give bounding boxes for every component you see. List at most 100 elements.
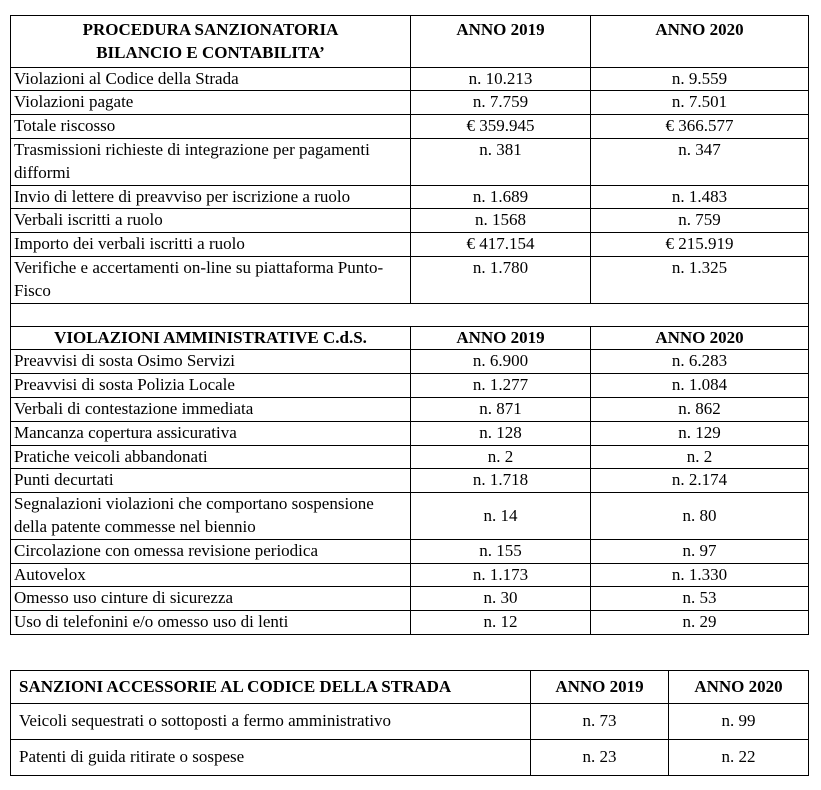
cell-value: n. 23	[530, 739, 669, 776]
cell-value: n. 2	[590, 444, 809, 470]
data-row: Punti decurtati n. 1.718 n. 2.174	[10, 468, 809, 494]
row-label: Violazioni pagate	[10, 90, 411, 116]
data-row: Verifiche e accertamenti on-line su piat…	[10, 255, 809, 304]
data-row: Uso di telefonini e/o omesso uso di lent…	[10, 610, 809, 635]
cell-value: n. 1.689	[410, 184, 591, 210]
cell-value: ANNO 2020	[590, 325, 809, 351]
cell-value: n. 53	[590, 586, 809, 612]
cell-value: n. 29	[590, 610, 809, 635]
row-label: Autovelox	[10, 562, 411, 588]
cell-value: n. 6.900	[410, 349, 591, 375]
cell-value: ANNO 2019	[530, 670, 669, 704]
cell-value: n. 73	[530, 703, 669, 740]
cell-value: n. 1.325	[590, 255, 809, 304]
data-row: Patenti di guida ritirate o sospese n. 23…	[10, 739, 809, 776]
header-row: PROCEDURA SANZIONATORIA BILANCIO E CONTA…	[10, 15, 809, 68]
cell-value: n. 1568	[410, 208, 591, 234]
spacer-row	[10, 302, 809, 327]
cell-value: n. 155	[410, 538, 591, 564]
cell-value: n. 14	[410, 492, 591, 540]
cell-value: n. 2	[410, 444, 591, 470]
cell-value: n. 97	[590, 538, 809, 564]
data-row: Preavvisi di sosta Polizia Locale n. 1.27…	[10, 373, 809, 398]
cell-value: n. 1.330	[590, 562, 809, 588]
cell-value: n. 22	[668, 739, 809, 776]
cell-value: € 215.919	[590, 232, 809, 257]
row-label: Preavvisi di sosta Osimo Servizi	[10, 349, 411, 375]
cell-value: ANNO 2019	[410, 325, 591, 351]
cell-value: ANNO 2019	[410, 15, 591, 68]
cell-value: n. 2.174	[590, 468, 809, 494]
data-row: Autovelox n. 1.173 n. 1.330	[10, 562, 809, 588]
spacer-cell	[10, 302, 809, 327]
cell-value: ANNO 2020	[668, 670, 809, 704]
data-row: Mancanza copertura assicurativa n. 128 n. …	[10, 420, 809, 446]
cell-value: € 366.577	[590, 114, 809, 139]
cell-value: n. 862	[590, 396, 809, 422]
row-label: Segnalazioni violazioni che comportano s…	[10, 492, 411, 540]
row-label: Uso di telefonini e/o omesso uso di lent…	[10, 610, 411, 635]
data-row: Totale riscosso € 359.945 € 366.577	[10, 114, 809, 139]
row-label: Verifiche e accertamenti on-line su piat…	[10, 255, 411, 304]
row-label: Preavvisi di sosta Polizia Locale	[10, 373, 411, 398]
row-label: Trasmissioni richieste di integrazione p…	[10, 137, 411, 186]
row-label: Importo dei verbali iscritti a ruolo	[10, 232, 411, 257]
data-row: Violazioni pagate n. 7.759 n. 7.501	[10, 90, 809, 116]
header-row: SANZIONI ACCESSORIE AL CODICE DELLA STRA…	[10, 670, 809, 704]
row-label: Verbali di contestazione immediata	[10, 396, 411, 422]
cell-value: n. 129	[590, 420, 809, 446]
cell-value: n. 99	[668, 703, 809, 740]
row-label: VIOLAZIONI AMMINISTRATIVE C.d.S.	[10, 325, 411, 351]
row-label: Omesso uso cinture di sicurezza	[10, 586, 411, 612]
data-row: Segnalazioni violazioni che comportano s…	[10, 492, 809, 540]
cell-value: n. 7.501	[590, 90, 809, 116]
row-label: Patenti di guida ritirate o sospese	[10, 739, 531, 776]
cell-value: n. 1.483	[590, 184, 809, 210]
cell-value: n. 347	[590, 137, 809, 186]
cell-value: n. 6.283	[590, 349, 809, 375]
row-label: Punti decurtati	[10, 468, 411, 494]
data-row: Pratiche veicoli abbandonati n. 2 n. 2	[10, 444, 809, 470]
row-label: Circolazione con omessa revisione period…	[10, 538, 411, 564]
cell-value: n. 1.780	[410, 255, 591, 304]
row-label: Violazioni al Codice della Strada	[10, 66, 411, 92]
row-label: Verbali iscritti a ruolo	[10, 208, 411, 234]
cell-value: n. 1.277	[410, 373, 591, 398]
cell-value: € 359.945	[410, 114, 591, 139]
data-row: Verbali di contestazione immediata n. 871…	[10, 396, 809, 422]
cell-value: n. 10.213	[410, 66, 591, 92]
cell-value: € 417.154	[410, 232, 591, 257]
cell-value: n. 7.759	[410, 90, 591, 116]
cell-value: n. 12	[410, 610, 591, 635]
cell-value: n. 80	[590, 492, 809, 540]
data-row: Veicoli sequestrati o sottoposti a fermo…	[10, 703, 809, 740]
cell-value: n. 1.173	[410, 562, 591, 588]
cell-value: n. 381	[410, 137, 591, 186]
cell-value: n. 9.559	[590, 66, 809, 92]
cell-value: n. 30	[410, 586, 591, 612]
data-row: Importo dei verbali iscritti a ruolo € 41…	[10, 232, 809, 257]
cell-value: n. 128	[410, 420, 591, 446]
row-label: Veicoli sequestrati o sottoposti a fermo…	[10, 703, 531, 740]
data-row: Verbali iscritti a ruolo n. 1568 n. 759	[10, 208, 809, 234]
data-row: Trasmissioni richieste di integrazione p…	[10, 137, 809, 186]
data-row: Invio di lettere di preavviso per iscriz…	[10, 184, 809, 210]
cell-value: ANNO 2020	[590, 15, 809, 68]
cell-value: n. 871	[410, 396, 591, 422]
data-row: Preavvisi di sosta Osimo Servizi n. 6.900…	[10, 349, 809, 375]
row-label: Mancanza copertura assicurativa	[10, 420, 411, 446]
header-row: VIOLAZIONI AMMINISTRATIVE C.d.S. ANNO 201…	[10, 325, 809, 351]
data-row: Omesso uso cinture di sicurezza n. 30 n. 5…	[10, 586, 809, 612]
row-label: SANZIONI ACCESSORIE AL CODICE DELLA STRA…	[10, 670, 531, 704]
cell-value: n. 1.718	[410, 468, 591, 494]
row-label: Invio di lettere di preavviso per iscriz…	[10, 184, 411, 210]
table-sanzioni-accessorie: SANZIONI ACCESSORIE AL CODICE DELLA STRA…	[10, 670, 809, 776]
table-procedura: PROCEDURA SANZIONATORIA BILANCIO E CONTA…	[10, 15, 809, 635]
data-row: Circolazione con omessa revisione period…	[10, 538, 809, 564]
data-row: Violazioni al Codice della Strada n. 10.2…	[10, 66, 809, 92]
row-label: PROCEDURA SANZIONATORIA BILANCIO E CONTA…	[10, 15, 411, 68]
cell-value: n. 1.084	[590, 373, 809, 398]
row-label: Totale riscosso	[10, 114, 411, 139]
row-label: Pratiche veicoli abbandonati	[10, 444, 411, 470]
